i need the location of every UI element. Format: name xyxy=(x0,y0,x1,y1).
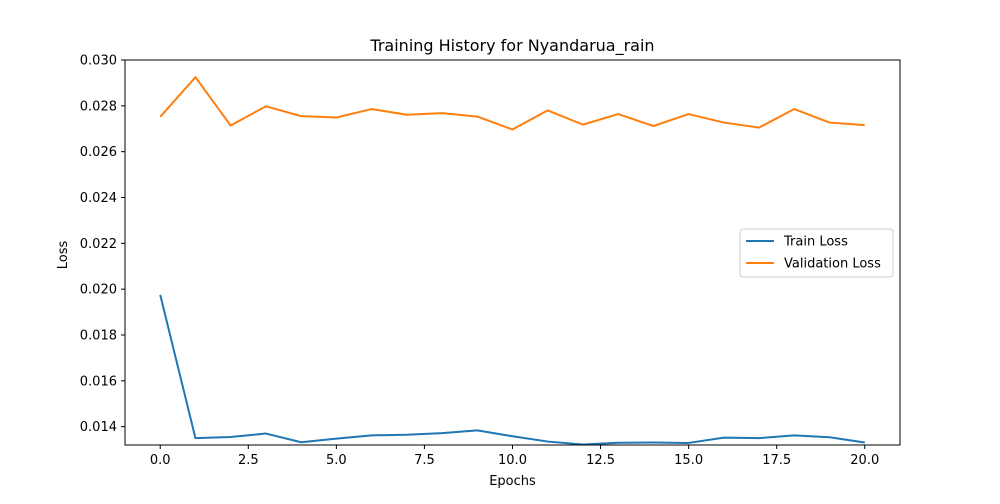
y-tick-label: 0.018 xyxy=(80,329,117,344)
series-lines xyxy=(159,76,865,446)
plot-area-frame xyxy=(124,59,901,446)
y-tick-label: 0.020 xyxy=(80,283,117,298)
y-tick-label: 0.024 xyxy=(80,191,117,206)
y-axis-label: Loss xyxy=(56,241,71,270)
x-tick-label: 12.5 xyxy=(586,453,615,468)
train-loss-line xyxy=(159,294,865,446)
legend-label-train-loss: Train Loss xyxy=(783,235,848,250)
x-tick-label: 15.0 xyxy=(674,453,703,468)
y-tick-label: 0.026 xyxy=(80,145,117,160)
x-tick-label: 20.0 xyxy=(850,453,879,468)
y-tick-label: 0.030 xyxy=(80,54,117,69)
x-tick-label: 7.5 xyxy=(414,453,435,468)
legend: Train Loss Validation Loss xyxy=(739,228,894,278)
x-axis-label: Epochs xyxy=(489,474,536,489)
y-tick-label: 0.022 xyxy=(80,237,117,252)
axis-ticks: 0.0 2.5 5.0 7.5 10.0 12.5 15.0 17.5 20.0 0.014 0.0… xyxy=(80,54,879,469)
x-tick-label: 17.5 xyxy=(762,453,791,468)
validation-loss-line xyxy=(159,76,865,131)
legend-box xyxy=(739,228,894,278)
y-tick-label: 0.014 xyxy=(80,420,117,435)
y-tick-label: 0.028 xyxy=(80,99,117,114)
x-tick-label: 5.0 xyxy=(326,453,347,468)
x-tick-label: 2.5 xyxy=(238,453,259,468)
legend-label-validation-loss: Validation Loss xyxy=(784,257,881,272)
x-tick-label: 10.0 xyxy=(498,453,527,468)
x-tick-label: 0.0 xyxy=(150,453,171,468)
chart-title: Training History for Nyandarua_rain xyxy=(369,36,654,56)
y-tick-label: 0.016 xyxy=(80,374,117,389)
